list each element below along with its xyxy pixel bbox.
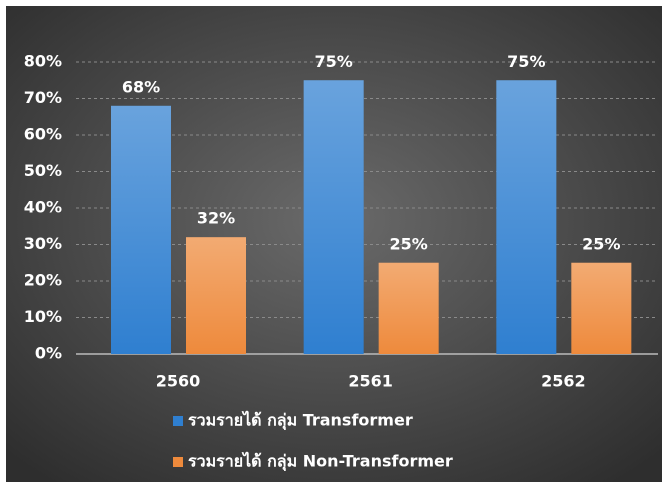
bar-shine — [496, 80, 557, 354]
y-tick-label: 20% — [24, 271, 62, 290]
y-tick-label: 60% — [24, 125, 62, 144]
x-tick-label: 2561 — [348, 372, 393, 391]
legend-swatch — [173, 416, 183, 426]
legend-label: รวมรายได้ กลุ่ม Transformer — [188, 411, 413, 431]
legend-swatch — [173, 457, 183, 467]
value-label: 32% — [197, 209, 235, 228]
value-label: 25% — [390, 234, 428, 253]
y-tick-label: 80% — [24, 52, 62, 71]
legend-label: รวมรายได้ กลุ่ม Non-Transformer — [188, 452, 453, 472]
bar-shine — [186, 237, 246, 354]
value-label: 68% — [122, 77, 160, 96]
y-tick-label: 30% — [24, 234, 62, 253]
y-tick-label: 40% — [24, 198, 62, 217]
y-tick-label: 10% — [24, 307, 62, 326]
value-label: 25% — [582, 234, 620, 253]
bar-shine — [111, 105, 171, 354]
bar-shine — [303, 80, 364, 354]
value-label: 75% — [315, 52, 353, 71]
bar-shine — [378, 262, 439, 354]
bar-shine — [571, 262, 632, 354]
y-tick-label: 50% — [24, 161, 62, 180]
x-tick-label: 2560 — [156, 372, 201, 391]
y-tick-label: 0% — [35, 344, 62, 363]
y-tick-label: 70% — [24, 88, 62, 107]
x-tick-label: 2562 — [541, 372, 586, 391]
value-label: 75% — [507, 52, 545, 71]
